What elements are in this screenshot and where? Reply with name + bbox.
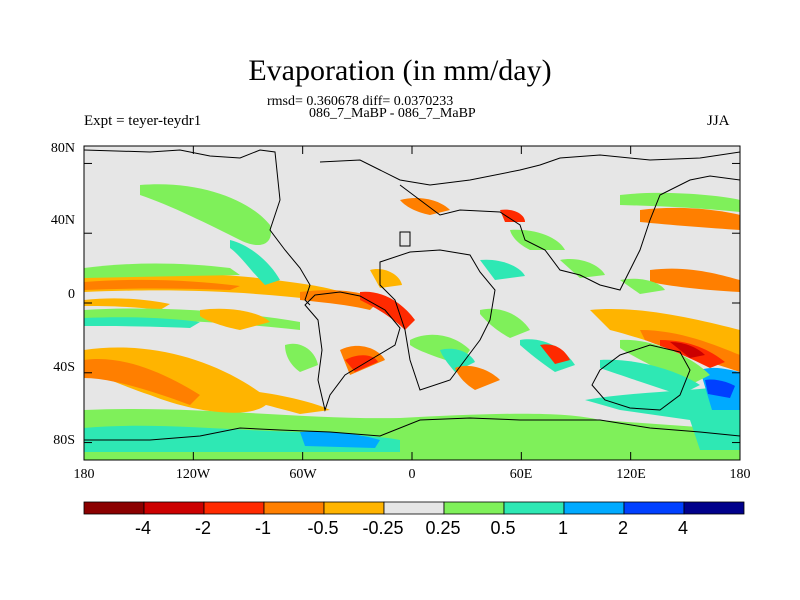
colorbar-swatch [443, 501, 505, 515]
colorbar-swatch [503, 501, 565, 515]
colorbar-label: -0.25 [362, 518, 404, 538]
colorbar-swatch [83, 501, 145, 515]
southern-ocean-blue-patch [300, 431, 380, 448]
lat-label-40n: 40N [50, 213, 75, 228]
south-pacific-cyan [585, 385, 740, 450]
south-atlantic-red [345, 355, 378, 372]
northwest-pacific-green [620, 192, 740, 212]
mediterranean-island [399, 231, 411, 247]
season-label: JJA [707, 113, 730, 129]
maritime-continent-green [620, 278, 665, 294]
antarctica-coast [84, 417, 740, 441]
lat-label-40s: 40S [53, 360, 75, 375]
equatorial-orange-strip [84, 298, 170, 310]
north-america-coast [84, 149, 311, 306]
colorbar-label: 2 [617, 518, 629, 538]
rmsd-diff-stats: rmsd= 0.360678 diff= 0.0370233 [267, 94, 454, 109]
evaporation-anomaly-field [84, 184, 740, 460]
colorbar-swatch [683, 501, 745, 515]
africa-east-cyan [480, 259, 525, 280]
colorbar-swatch [323, 501, 385, 515]
south-america-west-green [285, 343, 318, 372]
south-pacific-deep-orange [84, 359, 200, 405]
tasman-dark-blue [705, 379, 735, 398]
case-comparison: 086_7_MaBP - 086_7_MaBP [309, 106, 476, 121]
south-america-coast [304, 291, 401, 412]
northwest-pacific-orange [640, 207, 740, 230]
tropical-pacific-deep-orange [84, 279, 240, 290]
colorbar-label: -2 [194, 518, 212, 538]
indian-ocean-red [540, 344, 570, 364]
plot-title: Evaporation (in mm/day) [248, 54, 552, 87]
colorbar-label: -0.5 [307, 518, 339, 538]
coastlines [84, 149, 740, 441]
australia-east-dark-red [670, 342, 705, 358]
east-pacific-cyan [230, 240, 280, 285]
colorbar-swatch [203, 501, 265, 515]
lon-label-120e: 120E [616, 467, 646, 482]
east-pacific-orange-patch [200, 308, 270, 330]
lat-label-0: 0 [68, 287, 75, 302]
cape-orange [455, 365, 500, 390]
colorbar-swatch [143, 501, 205, 515]
axis-ticks [83, 146, 741, 460]
atlantic-red [360, 291, 415, 330]
lon-label-180w: 180 [73, 467, 95, 482]
colorbar-swatch [383, 501, 445, 515]
colorbar-label: -1 [254, 518, 272, 538]
black-sea-red [500, 209, 525, 222]
lat-label-80s: 80S [53, 433, 75, 448]
central-pacific-green [84, 263, 240, 278]
indian-ocean-green [480, 308, 530, 338]
colorbar-label: 1 [557, 518, 569, 538]
indian-ocean-cyan [520, 339, 575, 372]
australia-coast [591, 344, 691, 411]
lon-label-60w: 60W [289, 467, 317, 482]
south-indian-green [620, 339, 710, 385]
colorbar-label: -4 [134, 518, 152, 538]
south-indian-cyan [600, 359, 700, 395]
indian-subcontinent-green [560, 259, 605, 278]
mediterranean-orange [400, 198, 450, 215]
southern-ocean-orange [220, 388, 330, 414]
north-pacific-green [140, 184, 271, 245]
africa-coast [379, 249, 496, 391]
colorbar-swatch [563, 501, 625, 515]
lon-label-60e: 60E [509, 467, 533, 482]
lat-label-80n: 80N [50, 141, 75, 156]
west-pacific-orange [650, 268, 740, 292]
colorbar-label: 4 [677, 518, 689, 538]
experiment-label: Expt = teyer-teydr1 [84, 113, 202, 129]
lon-label-0: 0 [408, 467, 416, 482]
equatorial-cyan-strip [84, 317, 200, 328]
eurasia-north-coast [319, 151, 740, 186]
colorbar-swatch [263, 501, 325, 515]
colorbar-swatch [623, 501, 685, 515]
colorbar-label: 0.25 [425, 518, 461, 538]
colorbar-label: 0.5 [490, 518, 516, 538]
lon-label-180e: 180 [729, 467, 751, 482]
colorbar [83, 501, 745, 515]
lon-label-120w: 120W [175, 467, 211, 482]
north-atlantic-orange [370, 269, 402, 288]
eurasia-south-coast [399, 175, 740, 291]
